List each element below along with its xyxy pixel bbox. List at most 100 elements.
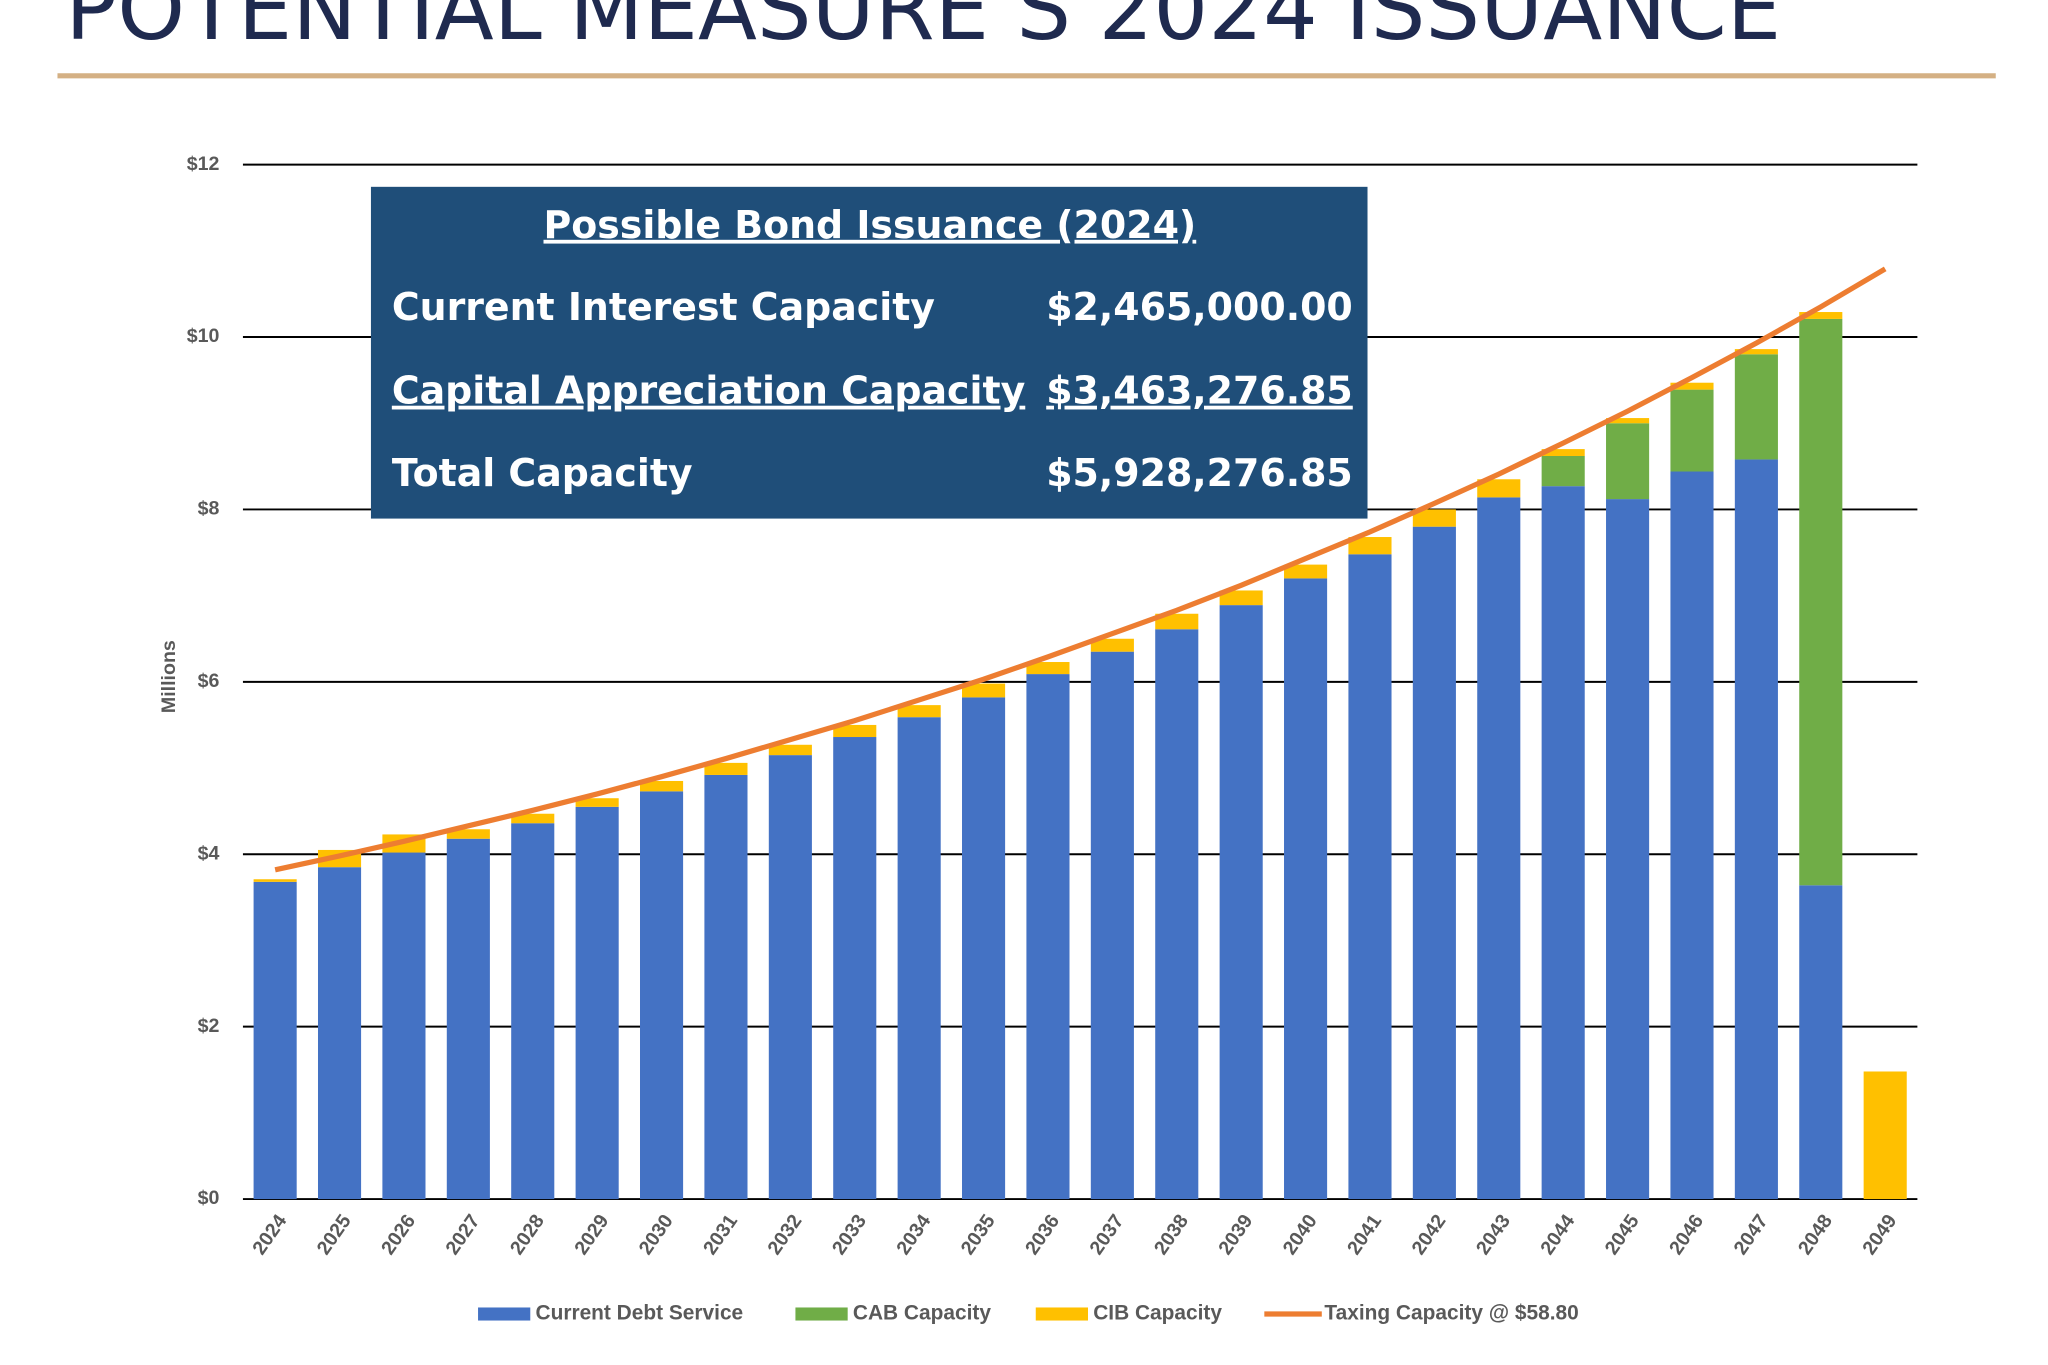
legend-label: CAB Capacity <box>853 1302 991 1325</box>
x-tick-label: 2040 <box>1279 1210 1322 1258</box>
legend-swatch <box>1035 1307 1088 1321</box>
bar-segment <box>1348 554 1392 1200</box>
bar-segment <box>253 881 297 1200</box>
bar-segment <box>1606 418 1650 424</box>
legend-swatch <box>795 1307 848 1321</box>
bar-segment <box>1412 526 1456 1200</box>
x-tick-label: 2032 <box>764 1210 807 1258</box>
bar-segment <box>833 724 877 738</box>
bar-segment <box>1799 312 1843 319</box>
bar-segment <box>1155 629 1199 1200</box>
bar-segment <box>1026 674 1070 1200</box>
bar-segment <box>446 838 490 1200</box>
bar-segment <box>962 697 1006 1200</box>
info-value: $2,465,000.00 <box>1046 285 1353 329</box>
bar-segment <box>640 780 684 792</box>
info-label: Total Capacity <box>392 451 693 495</box>
info-label: Capital Appreciation Capacity <box>392 369 1025 413</box>
bar-segment <box>317 867 362 1200</box>
bar-segment <box>1348 537 1392 555</box>
x-tick-label: 2026 <box>377 1210 420 1258</box>
bar-segment <box>1284 578 1328 1200</box>
legend-swatch <box>478 1307 531 1321</box>
x-tick-label: 2027 <box>442 1210 485 1258</box>
bar-segment <box>1477 497 1521 1200</box>
x-tick-label: 2037 <box>1086 1210 1129 1258</box>
line <box>274 266 1887 873</box>
x-tick-label: 2035 <box>957 1210 1000 1258</box>
x-tick-label: 2029 <box>570 1210 613 1258</box>
bar-segment <box>253 879 297 882</box>
x-tick-label: 2042 <box>1408 1210 1451 1258</box>
bar-segment <box>1799 885 1843 1200</box>
bar-segment <box>1799 318 1843 886</box>
bar-segment <box>897 717 941 1200</box>
x-tick-label: 2034 <box>892 1210 935 1258</box>
bar-segment <box>1734 354 1778 460</box>
legend-label: Taxing Capacity @ $58.80 <box>1324 1302 1578 1325</box>
bar-segment <box>575 806 619 1200</box>
x-tick-label: 2036 <box>1021 1210 1064 1258</box>
info-box-title: Possible Bond Issuance (2024) <box>544 203 1197 247</box>
bar-segment <box>962 683 1006 698</box>
bar-segment <box>1219 590 1263 606</box>
bar-segment <box>1606 423 1650 500</box>
bar-segment <box>511 813 555 824</box>
info-label: Current Interest Capacity <box>392 285 935 329</box>
info-value: $5,928,276.85 <box>1046 451 1353 495</box>
bar-segment <box>1026 662 1070 675</box>
bar-segment <box>1090 638 1134 652</box>
slide-title: POTENTIAL MEASURE S 2024 ISSUANCE <box>65 0 1781 60</box>
plot: $0 $2 $4 $6 $8 $10 $12 2024 2025 2026 2027 2028 2029… <box>187 153 1918 1325</box>
bar-segment <box>704 762 748 775</box>
info-value: $3,463,276.85 <box>1046 369 1353 413</box>
x-tick-label: 2041 <box>1343 1210 1386 1258</box>
y-tick-label: $10 <box>187 325 220 347</box>
bar-segment <box>833 737 877 1200</box>
y-tick-label: $6 <box>198 670 220 692</box>
x-tick-label: 2048 <box>1794 1210 1837 1258</box>
x-tick-label: 2045 <box>1601 1210 1644 1258</box>
bar-segment <box>768 744 812 756</box>
x-tick-label: 2030 <box>635 1210 678 1258</box>
bar-segment <box>1670 382 1714 390</box>
info-box: Possible Bond Issuance (2024) Current In… <box>370 186 1368 519</box>
y-tick-label: $4 <box>198 842 220 864</box>
x-tick-label: 2038 <box>1150 1210 1193 1258</box>
bar-segment <box>1412 509 1456 527</box>
y-tick-label: $2 <box>198 1015 220 1037</box>
bar-segment <box>1541 486 1585 1200</box>
x-tick-label: 2031 <box>699 1210 742 1258</box>
bar-segment <box>1284 564 1328 579</box>
x-tick-label: 2046 <box>1665 1210 1708 1258</box>
legend-label: Current Debt Service <box>536 1302 744 1325</box>
bar-segment <box>1090 651 1134 1200</box>
x-tick-label: 2047 <box>1730 1210 1773 1258</box>
bar-segment <box>1477 479 1521 498</box>
bar-segment <box>1734 349 1778 355</box>
x-tick-label: 2044 <box>1536 1210 1579 1258</box>
bar-segment <box>1606 499 1650 1200</box>
bar-segment <box>1670 471 1714 1200</box>
x-tick-label: 2039 <box>1214 1210 1257 1258</box>
bar-segment <box>1541 449 1585 456</box>
x-tick-label: 2025 <box>313 1210 356 1258</box>
y-tick-label: $0 <box>198 1187 220 1209</box>
bar-segment <box>382 852 426 1200</box>
bar-segment <box>640 791 684 1200</box>
bar-segment <box>768 755 812 1200</box>
bar-segment <box>511 823 555 1200</box>
bar-segment <box>1863 1071 1907 1200</box>
bar-segment <box>575 798 619 807</box>
x-tick-label: 2033 <box>828 1210 871 1258</box>
bar-segment <box>1670 389 1714 472</box>
info-box-bg <box>370 186 1368 519</box>
x-tick-label: 2028 <box>506 1210 549 1258</box>
bar-segment <box>1155 613 1199 630</box>
x-tick-label: 2043 <box>1472 1210 1515 1258</box>
legend-label: CIB Capacity <box>1093 1302 1222 1325</box>
bar-segment <box>704 774 748 1200</box>
x-tick-label: 2049 <box>1858 1210 1901 1258</box>
x-tick-label: 2024 <box>248 1210 291 1258</box>
